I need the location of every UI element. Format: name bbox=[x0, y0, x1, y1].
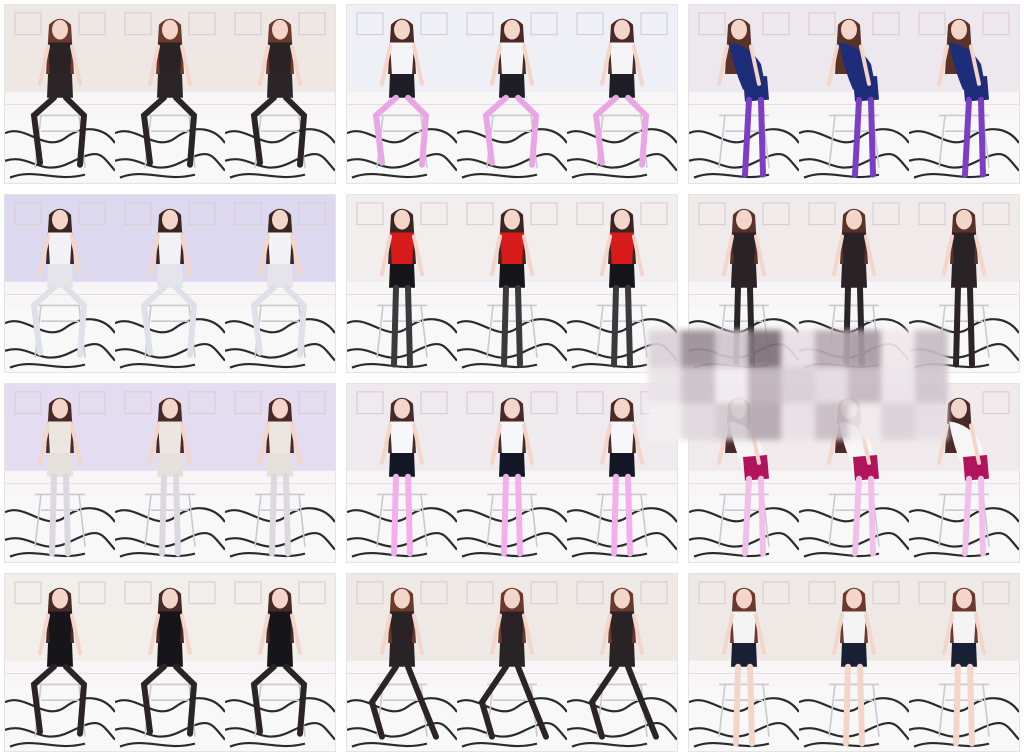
mosaic-tile bbox=[781, 403, 815, 440]
frame-illustration bbox=[909, 5, 1019, 183]
mosaic-tile bbox=[714, 366, 748, 404]
thumbnail-cell bbox=[688, 4, 1020, 184]
video-frame bbox=[5, 384, 115, 562]
mosaic-tile bbox=[781, 330, 815, 367]
frame-illustration bbox=[115, 573, 225, 751]
thumbnail-cell bbox=[4, 193, 336, 373]
frame-illustration bbox=[799, 573, 909, 751]
mosaic-tile bbox=[714, 330, 748, 367]
video-frame bbox=[5, 573, 115, 751]
frame-illustration bbox=[115, 5, 225, 183]
mosaic-tile bbox=[714, 403, 748, 440]
video-frame bbox=[5, 194, 115, 372]
frame-illustration bbox=[799, 5, 909, 183]
video-frame bbox=[225, 194, 335, 372]
mosaic-tile bbox=[781, 366, 815, 404]
frame-illustration bbox=[457, 194, 567, 372]
mosaic-tile bbox=[681, 366, 715, 404]
frame-illustration bbox=[5, 384, 115, 562]
video-frame bbox=[909, 573, 1019, 751]
video-frame bbox=[115, 384, 225, 562]
thumbnail-cell bbox=[4, 383, 336, 563]
frame-illustration bbox=[225, 5, 335, 183]
video-frame bbox=[567, 573, 677, 751]
thumbnail-cell bbox=[4, 572, 336, 752]
video-frame bbox=[225, 384, 335, 562]
video-frame bbox=[115, 573, 225, 751]
mosaic-tile bbox=[847, 330, 882, 367]
frame-illustration bbox=[5, 194, 115, 372]
frame-illustration bbox=[909, 384, 1019, 562]
mosaic-tile bbox=[881, 366, 915, 404]
mosaic-tile bbox=[881, 330, 915, 367]
mosaic-tile bbox=[847, 403, 882, 440]
video-frame bbox=[567, 5, 677, 183]
frame-illustration bbox=[115, 194, 225, 372]
video-frame bbox=[689, 5, 799, 183]
frame-illustration bbox=[225, 573, 335, 751]
frame-illustration bbox=[347, 384, 457, 562]
mosaic-tile bbox=[914, 403, 948, 440]
frame-illustration bbox=[457, 384, 567, 562]
mosaic-tile bbox=[681, 403, 715, 440]
frame-illustration bbox=[567, 5, 677, 183]
video-frame bbox=[225, 5, 335, 183]
frame-illustration bbox=[347, 573, 457, 751]
video-frame bbox=[457, 5, 567, 183]
mosaic-tile bbox=[814, 330, 848, 367]
video-frame bbox=[347, 5, 457, 183]
video-frame bbox=[909, 384, 1019, 562]
frame-illustration bbox=[689, 573, 799, 751]
video-frame bbox=[347, 194, 457, 372]
mosaic-tile bbox=[648, 403, 682, 440]
thumbnail-cell bbox=[346, 572, 678, 752]
mosaic-tile bbox=[648, 366, 682, 404]
frame-illustration bbox=[5, 5, 115, 183]
video-frame bbox=[909, 5, 1019, 183]
thumbnail-cell bbox=[688, 572, 1020, 752]
frame-illustration bbox=[457, 573, 567, 751]
frame-illustration bbox=[347, 5, 457, 183]
frame-illustration bbox=[5, 573, 115, 751]
frame-illustration bbox=[225, 194, 335, 372]
thumbnail-cell bbox=[346, 4, 678, 184]
mosaic-tile bbox=[914, 330, 948, 367]
frame-illustration bbox=[225, 384, 335, 562]
mosaic-tile bbox=[747, 366, 782, 404]
frame-illustration bbox=[347, 194, 457, 372]
video-frame bbox=[347, 384, 457, 562]
frame-illustration bbox=[567, 384, 677, 562]
mosaic-tile bbox=[681, 330, 715, 367]
video-frame bbox=[457, 573, 567, 751]
mosaic-tile bbox=[914, 366, 948, 404]
mosaic-tile bbox=[747, 330, 782, 367]
video-frame bbox=[225, 573, 335, 751]
video-frame bbox=[689, 573, 799, 751]
mosaic-tile bbox=[814, 366, 848, 404]
thumbnail-cell bbox=[346, 383, 678, 563]
video-frame bbox=[115, 5, 225, 183]
mosaic-tile bbox=[881, 403, 915, 440]
video-frame bbox=[799, 5, 909, 183]
video-frame bbox=[457, 384, 567, 562]
frame-illustration bbox=[689, 5, 799, 183]
video-frame bbox=[567, 384, 677, 562]
frame-illustration bbox=[457, 5, 567, 183]
thumbnail-cell bbox=[346, 193, 678, 373]
thumbnail-cell bbox=[4, 4, 336, 184]
mosaic-tile bbox=[648, 330, 682, 367]
mosaic-tile bbox=[847, 366, 882, 404]
video-frame bbox=[457, 194, 567, 372]
video-frame bbox=[799, 573, 909, 751]
frame-illustration bbox=[567, 573, 677, 751]
pixelated-censor-patch bbox=[648, 330, 948, 440]
video-frame bbox=[347, 573, 457, 751]
video-frame bbox=[115, 194, 225, 372]
frame-illustration bbox=[115, 384, 225, 562]
frame-illustration bbox=[909, 573, 1019, 751]
mosaic-tile bbox=[747, 403, 782, 440]
mosaic-tile bbox=[814, 403, 848, 440]
video-frame bbox=[5, 5, 115, 183]
